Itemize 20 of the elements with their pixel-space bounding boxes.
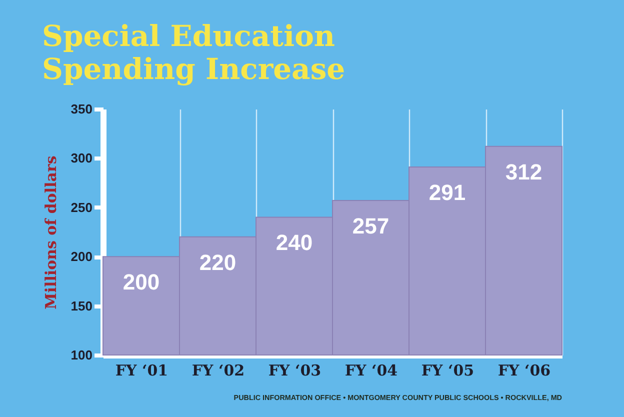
x-tick-label: FY ‘03	[268, 362, 322, 380]
data-label: 257	[352, 214, 390, 239]
y-tick-label: 300	[70, 150, 92, 166]
data-label: 291	[428, 180, 466, 206]
x-tick-label: FY ‘02	[192, 362, 245, 380]
x-tick-label: FY ‘05	[421, 362, 474, 380]
x-tick-label: FY ‘06	[498, 362, 551, 380]
y-tick-label: 200	[70, 249, 92, 264]
chart-title: Special Education Spending Increase	[42, 19, 346, 86]
y-tick-label: 250	[70, 200, 92, 215]
x-tick-label: FY ‘01	[115, 362, 168, 380]
y-tick-label: 150	[70, 298, 92, 314]
x-tick-label: FY ‘04	[344, 362, 398, 380]
data-label: 200	[122, 270, 160, 295]
data-label: 220	[199, 250, 236, 275]
y-axis-title: Millions of dollars	[42, 156, 60, 310]
data-label: 240	[276, 230, 313, 256]
y-tick-label: 100	[70, 348, 92, 362]
data-label: 312	[505, 159, 542, 184]
y-tick-label: 350	[70, 102, 92, 116]
